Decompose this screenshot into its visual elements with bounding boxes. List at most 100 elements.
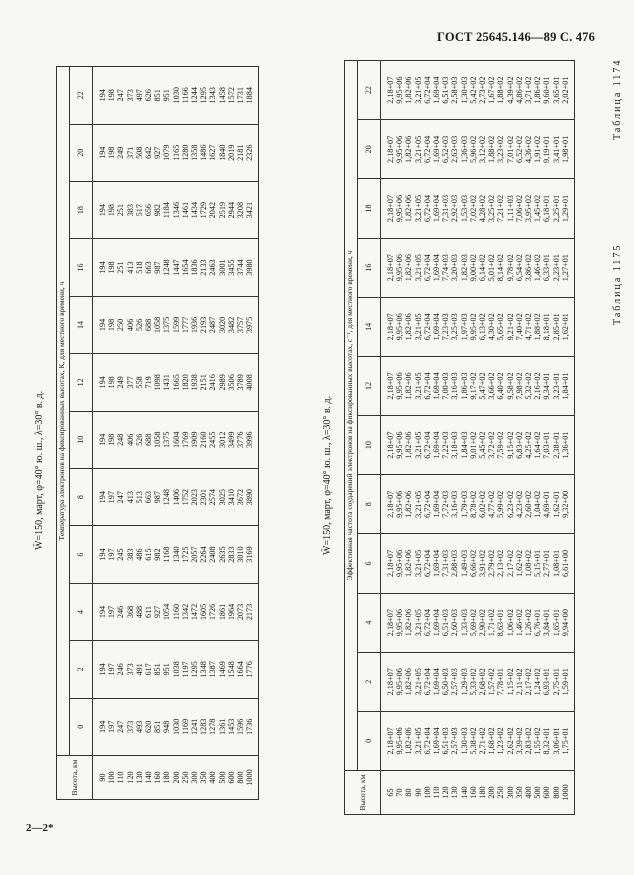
data-cell: 9,95+06 xyxy=(395,194,405,223)
data-cell: 1,04+02 xyxy=(533,490,543,518)
data-cell: 851 xyxy=(153,720,163,733)
hour-column-header: 22 xyxy=(69,66,93,125)
data-cell: 1548 xyxy=(226,661,236,678)
data-cell: 9,95+02 xyxy=(468,313,478,341)
altitude-value: 180 xyxy=(162,771,172,784)
data-cell: 1,88+02 xyxy=(496,76,506,104)
data-cell: 513 xyxy=(134,491,144,504)
hour-column-header: 14 xyxy=(357,297,381,357)
data-cell: 197 xyxy=(107,491,117,504)
data-cell: 7,22+03 xyxy=(441,431,451,459)
data-cell: 1,68+02 xyxy=(487,727,497,755)
data-cell: 7,01+02 xyxy=(505,135,515,163)
data-cell: 1054 xyxy=(162,603,172,621)
data-cell: 7,31+03 xyxy=(441,194,451,223)
data-cell: 9,94+00 xyxy=(560,609,570,637)
data-cell: 3410 xyxy=(226,488,236,506)
data-cell: 2,92+03 xyxy=(450,194,460,223)
data-cell: 1486 xyxy=(199,144,209,161)
data-column: 194 197 247 413 513 663 987 1248 1406 1752 2023 230… xyxy=(92,468,259,526)
data-cell: 493 xyxy=(134,720,144,733)
altitude-value: 100 xyxy=(422,786,432,799)
altitude-value: 80 xyxy=(404,788,414,797)
data-cell: 1434 xyxy=(190,201,200,219)
table-1174: Высота, км Температура электронов на фик… xyxy=(56,66,259,800)
data-cell: 6,18+01 xyxy=(542,194,552,223)
data-cell: 1,82+06 xyxy=(404,549,414,578)
data-cell: 6,33+01 xyxy=(542,254,552,282)
data-cell: 7,40+02 xyxy=(514,313,524,341)
data-cell: 3455 xyxy=(226,259,236,276)
data-column: 194 198 251 383 517 656 982 1184 1346 1461 1434 172… xyxy=(92,181,259,239)
data-cell: 7,78+01 xyxy=(496,668,506,696)
data-cell: 249 xyxy=(116,146,126,159)
data-cell: 3,72+02 xyxy=(487,431,497,459)
altitude-value: 140 xyxy=(459,786,469,799)
data-cell: 5,45+02 xyxy=(478,431,488,459)
altitude-value: 800 xyxy=(236,771,246,784)
data-cell: 1665 xyxy=(171,374,181,391)
data-cell: 6,50+03 xyxy=(441,668,451,696)
data-cell: 3499 xyxy=(226,431,236,448)
data-cell: 3208 xyxy=(236,201,246,219)
data-cell: 4,86+02 xyxy=(514,76,524,104)
data-cell: 3,21+05 xyxy=(413,668,423,696)
data-cell: 1729 xyxy=(199,201,209,219)
data-cell: 1,29+01 xyxy=(560,194,570,223)
data-cell: 2173 xyxy=(245,603,255,621)
altitude-value: 300 xyxy=(505,786,515,799)
data-cell: 1346 xyxy=(171,201,181,219)
data-cell: 2193 xyxy=(199,316,209,334)
data-cell: 1165 xyxy=(171,144,181,161)
data-cell: 1,65+01 xyxy=(551,609,561,637)
data-cell: 1160 xyxy=(171,603,181,621)
data-cell: 6,13+02 xyxy=(478,313,488,341)
data-cell: 4,39+02 xyxy=(505,76,515,104)
data-cell: 948 xyxy=(162,720,172,733)
data-cell: 7,06+02 xyxy=(514,194,524,223)
data-cell: 1030 xyxy=(171,87,181,104)
data-cell: 3,16+03 xyxy=(450,372,460,400)
data-cell: 1,84+03 xyxy=(459,431,469,459)
data-cell: 3,18+03 xyxy=(450,431,460,459)
data-cell: 7,74+03 xyxy=(441,254,451,282)
data-cell: 2,79+02 xyxy=(487,549,497,578)
data-cell: 3,86+02 xyxy=(524,254,534,282)
data-cell: 383 xyxy=(125,204,135,217)
data-cell: 1,26+02 xyxy=(524,609,534,637)
data-cell: 6,51+03 xyxy=(441,76,451,104)
data-cell: 3776 xyxy=(236,431,246,448)
data-cell: 851 xyxy=(153,663,163,676)
data-cell: 2,83+02 xyxy=(524,727,534,755)
altitude-value: 200 xyxy=(487,786,497,799)
hour-column-header: 16 xyxy=(357,238,381,298)
data-cell: 2,88+03 xyxy=(450,549,460,578)
data-cell: 1884 xyxy=(245,87,255,104)
data-cell: 1836 xyxy=(190,259,200,276)
data-cell: 3,66+02 xyxy=(487,372,497,400)
data-cell: 6,72+04 xyxy=(422,727,432,755)
altitude-value: 65 xyxy=(386,788,395,797)
data-cell: 9,19+01 xyxy=(542,135,552,163)
table-1175: Высота, км Эффективная частота соударени… xyxy=(344,60,575,815)
data-cell: 2,17+02 xyxy=(505,549,515,578)
data-column: 2,18+07 9,95+06 1,82+06 3,21+05 6,72+04 1,69+… xyxy=(380,711,575,771)
data-cell: 194 xyxy=(98,261,107,274)
data-cell: 1,36+01 xyxy=(560,431,570,459)
data-column: 194 198 249 371 508 642 927 1079 1165 1280 1358 148… xyxy=(92,124,259,182)
data-cell: 1,88+02 xyxy=(533,313,543,341)
altitude-value: 120 xyxy=(441,786,451,799)
data-column: 2,18+07 9,95+06 1,82+06 3,21+05 6,72+04 1,69+… xyxy=(380,652,575,712)
altitude-value: 180 xyxy=(478,786,488,799)
data-cell: 1472 xyxy=(190,603,200,621)
data-cell: 558 xyxy=(134,376,144,389)
data-cell: 2133 xyxy=(199,259,209,276)
data-cell: 1,91+02 xyxy=(533,135,543,163)
data-cell: 1,98+01 xyxy=(560,135,570,163)
data-cell: 2057 xyxy=(190,546,200,563)
data-cell: 9,95+06 xyxy=(395,549,405,578)
data-cell: 1375 xyxy=(162,431,172,448)
data-cell: 6,72+04 xyxy=(422,490,432,518)
altitude-column: 90 100 110 120 130 140 160 180 200 250 300 350 400 50… xyxy=(92,755,259,800)
data-cell: 1280 xyxy=(180,144,190,161)
